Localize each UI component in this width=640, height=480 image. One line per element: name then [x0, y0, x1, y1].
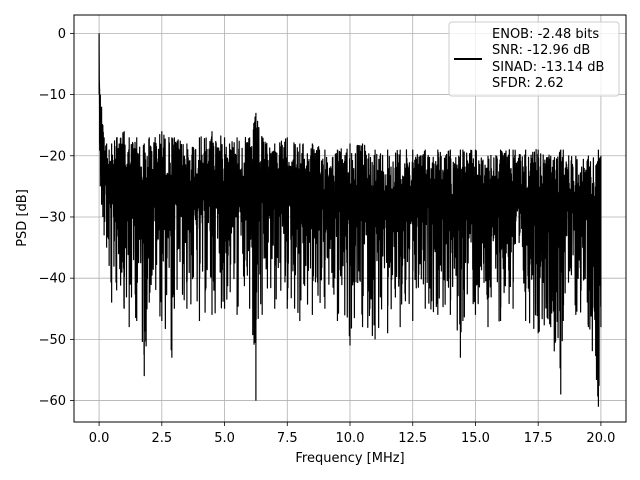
x-tick-label: 10.0 — [336, 431, 365, 446]
legend-sfdr: SFDR: 2.62 — [492, 76, 564, 91]
y-axis-label: PSD [dB] — [15, 189, 30, 247]
ticks: 0.0 2.5 5.0 7.5 10.0 12.5 15.0 17.5 20.0 0 −10 −20 −… — [39, 27, 616, 446]
y-tick-label: −30 — [39, 210, 66, 225]
legend-sinad: SINAD: -13.14 dB — [492, 60, 604, 75]
y-tick-label: −50 — [39, 333, 66, 348]
psd-series-line — [98, 33, 602, 407]
legend-box — [448, 21, 620, 97]
legend-enob: ENOB: -2.48 bits — [492, 27, 599, 42]
x-tick-label: 12.5 — [398, 431, 427, 446]
x-tick-label: 0.0 — [89, 431, 110, 446]
x-tick-label: 17.5 — [524, 431, 553, 446]
legend-snr: SNR: -12.96 dB — [492, 43, 590, 58]
x-tick-label: 5.0 — [214, 431, 235, 446]
legend: ENOB: -2.48 bits SNR: -12.96 dB SINAD: -… — [448, 21, 620, 97]
y-tick-label: −60 — [39, 394, 66, 409]
x-axis-label: Frequency [MHz] — [295, 451, 404, 466]
y-tick-label: 0 — [58, 27, 66, 42]
x-tick-label: 7.5 — [277, 431, 298, 446]
plot-area — [98, 33, 602, 407]
y-tick-label: −20 — [39, 149, 66, 164]
y-tick-label: −40 — [39, 272, 66, 287]
x-tick-label: 15.0 — [461, 431, 490, 446]
x-tick-label: 20.0 — [586, 431, 615, 446]
y-tick-label: −10 — [39, 88, 66, 103]
x-tick-label: 2.5 — [151, 431, 172, 446]
